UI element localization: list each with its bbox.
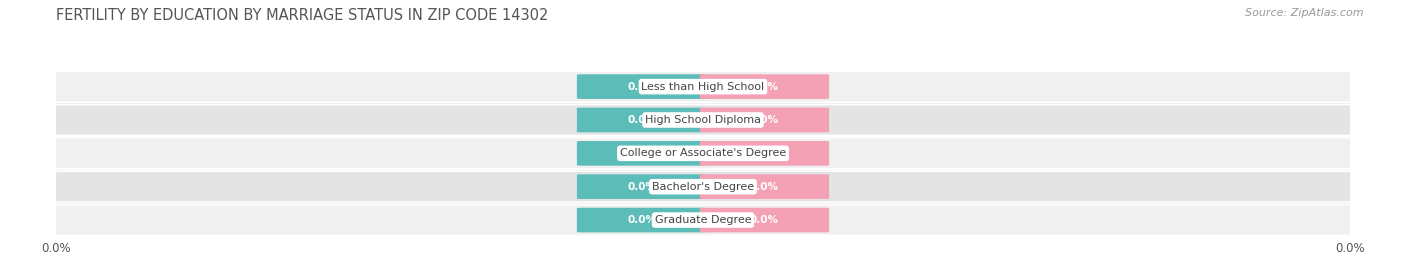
Text: 0.0%: 0.0% bbox=[627, 148, 657, 158]
Text: 0.0%: 0.0% bbox=[749, 215, 779, 225]
FancyBboxPatch shape bbox=[37, 171, 1369, 202]
Text: High School Diploma: High School Diploma bbox=[645, 115, 761, 125]
Text: 0.0%: 0.0% bbox=[627, 215, 657, 225]
FancyBboxPatch shape bbox=[37, 138, 1369, 169]
Text: 0.0%: 0.0% bbox=[749, 182, 779, 192]
Text: 0.0%: 0.0% bbox=[749, 115, 779, 125]
FancyBboxPatch shape bbox=[700, 108, 830, 132]
FancyBboxPatch shape bbox=[576, 208, 706, 232]
Text: College or Associate's Degree: College or Associate's Degree bbox=[620, 148, 786, 158]
FancyBboxPatch shape bbox=[576, 108, 706, 132]
FancyBboxPatch shape bbox=[37, 71, 1369, 102]
FancyBboxPatch shape bbox=[576, 74, 706, 99]
Text: 0.0%: 0.0% bbox=[749, 148, 779, 158]
Text: FERTILITY BY EDUCATION BY MARRIAGE STATUS IN ZIP CODE 14302: FERTILITY BY EDUCATION BY MARRIAGE STATU… bbox=[56, 8, 548, 23]
FancyBboxPatch shape bbox=[700, 174, 830, 199]
FancyBboxPatch shape bbox=[700, 74, 830, 99]
FancyBboxPatch shape bbox=[576, 174, 706, 199]
FancyBboxPatch shape bbox=[700, 208, 830, 232]
Text: 0.0%: 0.0% bbox=[627, 115, 657, 125]
Text: 0.0%: 0.0% bbox=[627, 182, 657, 192]
FancyBboxPatch shape bbox=[37, 105, 1369, 135]
FancyBboxPatch shape bbox=[700, 141, 830, 166]
Text: Source: ZipAtlas.com: Source: ZipAtlas.com bbox=[1246, 8, 1364, 18]
FancyBboxPatch shape bbox=[576, 141, 706, 166]
FancyBboxPatch shape bbox=[37, 205, 1369, 235]
Text: Graduate Degree: Graduate Degree bbox=[655, 215, 751, 225]
Text: 0.0%: 0.0% bbox=[627, 82, 657, 92]
Text: Less than High School: Less than High School bbox=[641, 82, 765, 92]
Text: Bachelor's Degree: Bachelor's Degree bbox=[652, 182, 754, 192]
Text: 0.0%: 0.0% bbox=[749, 82, 779, 92]
